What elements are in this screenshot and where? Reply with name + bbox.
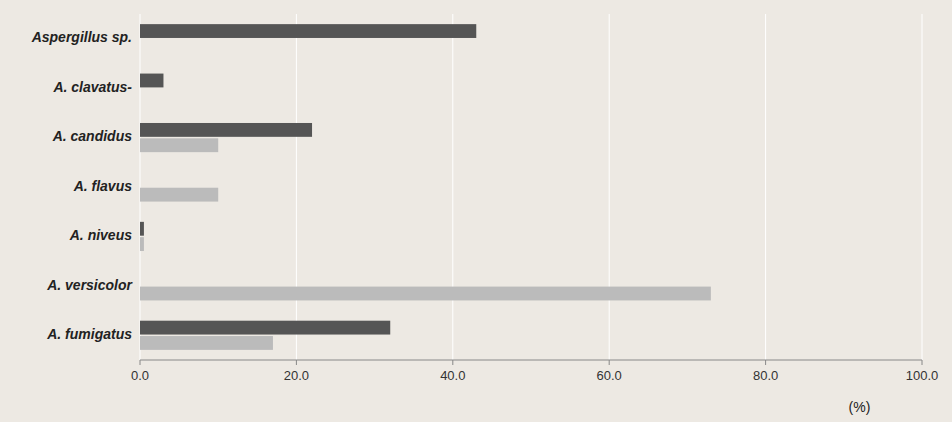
bar [140, 188, 218, 202]
bar [140, 39, 141, 53]
grid-line [765, 14, 766, 360]
bar [140, 89, 141, 103]
grid [140, 14, 922, 360]
tick-label: 100.0 [906, 368, 939, 383]
bar [140, 287, 711, 301]
category-label: A. niveus [69, 227, 132, 243]
bar [140, 336, 273, 350]
grid-line [452, 14, 453, 360]
axis-line [140, 360, 922, 361]
tick [452, 360, 453, 365]
tick [140, 360, 141, 365]
category-label: A. flavus [73, 178, 133, 194]
tick-label: 0.0 [131, 368, 149, 383]
tick [609, 360, 610, 365]
tick-label: 40.0 [440, 368, 465, 383]
tick-label: 60.0 [597, 368, 622, 383]
bar [140, 321, 390, 335]
tick [922, 360, 923, 365]
tick-label: 20.0 [284, 368, 309, 383]
bar [140, 123, 312, 137]
category-label: A. clavatus- [52, 79, 132, 95]
tick [296, 360, 297, 365]
bar [140, 74, 163, 88]
tick-label: 80.0 [753, 368, 778, 383]
bar [140, 237, 144, 251]
tick [765, 360, 766, 365]
bar [140, 138, 218, 152]
grid-line [922, 14, 923, 360]
bar [140, 222, 144, 236]
bar [140, 24, 476, 38]
grid-line [140, 14, 141, 360]
grid-line [609, 14, 610, 360]
category-label: A. versicolor [46, 277, 133, 293]
x-axis: 0.0 20.0 40.0 60.0 80.0 100.0 [131, 360, 938, 383]
bars [140, 24, 711, 350]
grid-line [296, 14, 297, 360]
category-label: A. fumigatus [46, 326, 132, 342]
category-label: A. candidus [52, 128, 133, 144]
axis-label: (%) [849, 399, 871, 415]
y-axis: Aspergillus sp. A. clavatus- A. candidus A.… [31, 29, 134, 342]
bar [140, 271, 141, 285]
category-label: Aspergillus sp. [31, 29, 132, 45]
page: {"chart_data": {"type": "bar", "orientat… [0, 0, 952, 422]
chart: 0.020.040.060.080.0100.0Aspergillus sp.A… [0, 0, 952, 422]
bar [140, 172, 141, 186]
